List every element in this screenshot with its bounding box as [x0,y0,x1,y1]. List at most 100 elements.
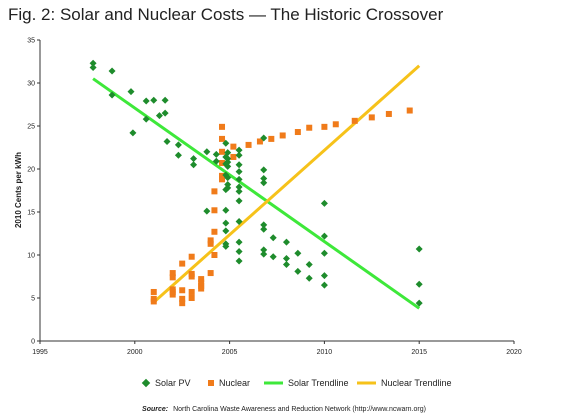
solar-pv-point [305,274,313,282]
solar-pv-point [142,115,150,123]
y-tick-label: 10 [27,253,35,260]
nuclear-point [368,114,375,121]
source-text: North Carolina Waste Awareness and Reduc… [173,406,426,413]
solar-pv-point [190,155,198,163]
solar-pv-point [235,168,243,176]
y-tick-label: 25 [27,124,35,131]
solar-pv-point [108,91,116,99]
solar-pv-point [320,199,328,207]
solar-pv-point [190,161,198,169]
x-tick-labels: 1995 2000 2005 2010 2015 2020 [32,349,522,356]
nuclear-point [219,172,226,179]
solar-pv-point [224,162,232,170]
solar-pv-point [174,141,182,149]
solar-trendline [92,77,421,310]
x-tick-label: 2005 [222,349,238,356]
solar-pv-point [235,151,243,159]
solar-pv-point [129,129,137,137]
solar-pv-point [235,197,243,205]
nuclear-point [179,295,186,302]
x-tick-label: 1995 [32,349,48,356]
nuclear-point [188,288,195,295]
nuclear-point [219,148,226,155]
y-tick-label: 0 [31,339,35,346]
nuclear-point [179,260,186,267]
y-tick-label: 20 [27,167,35,174]
chart-axes [37,39,515,344]
solar-pv-point [260,174,268,182]
nuclear-point [150,288,157,295]
solar-pv-point [320,272,328,280]
nuclear-point [219,159,226,166]
nuclear-point [245,141,252,148]
solar-pv-point [212,150,220,158]
y-axis-label: 2010 Cents per kWh [14,152,23,228]
y-tick-label: 30 [27,81,35,88]
nuclear-point [256,138,263,145]
solar-pv-point [222,206,230,214]
solar-pv-point [224,184,232,192]
solar-pv-point [224,149,232,157]
solar-pv-point [282,238,290,246]
solar-pv-point [161,109,169,117]
solar-pv-point [161,96,169,104]
solar-pv-point [269,253,277,261]
nuclear-point [279,132,286,139]
nuclear-point [150,298,157,305]
y-tick-label: 15 [27,210,35,217]
legend: Solar PV Nuclear Solar Trendline Nuclear… [141,378,452,388]
nuclear-point [188,295,195,301]
solar-pv-point [260,246,268,254]
nuclear-point [230,143,237,150]
solar-pv-point [320,249,328,257]
solar-pv-point [235,175,243,183]
solar-pv-point [224,174,232,182]
nuclear-point [211,188,218,195]
legend-solar-pv-marker [141,378,151,388]
nuclear-point [219,176,226,183]
nuclear-point [230,153,237,160]
nuclear-point [198,285,205,292]
solar-pv-point [235,187,243,195]
solar-pv-point [142,97,150,105]
nuclear-point [306,124,313,131]
solar-pv-point [89,59,97,67]
solar-pv-point [235,257,243,265]
solar-pv-point [260,250,268,258]
legend-nuclear-marker [208,380,214,386]
solar-pv-point [260,179,268,187]
nuclear-point [211,252,218,258]
solar-points [89,59,423,307]
solar-pv-point [89,64,97,72]
nuclear-point [169,274,176,281]
solar-pv-point [235,146,243,154]
solar-pv-point [127,88,135,96]
nuclear-point [179,300,186,307]
y-tick-label: 5 [31,296,35,303]
solar-pv-point [235,248,243,256]
y-tick-labels: 0 5 10 15 20 25 30 35 [27,38,35,346]
solar-pv-point [260,166,268,174]
solar-pv-point [282,260,290,268]
source-label: Source: [142,406,168,413]
nuclear-point [198,279,205,286]
nuclear-point [188,253,195,260]
solar-pv-point [235,161,243,169]
solar-pv-point [222,227,230,235]
nuclear-point [207,270,214,277]
solar-pv-point [294,267,302,275]
solar-pv-point [260,134,268,142]
nuclear-point [268,135,275,142]
nuclear-point [179,287,186,294]
solar-pv-point [269,234,277,242]
legend-solar-trendline-label: Solar Trendline [288,378,349,388]
legend-nuclear-label: Nuclear [219,378,250,388]
solar-pv-point [155,112,163,120]
nuclear-point [321,123,328,130]
nuclear-point [188,273,195,280]
x-tick-label: 2000 [127,349,143,356]
nuclear-point [169,291,176,298]
solar-pv-point [320,232,328,240]
solar-pv-point [320,281,328,289]
nuclear-point [211,207,218,214]
